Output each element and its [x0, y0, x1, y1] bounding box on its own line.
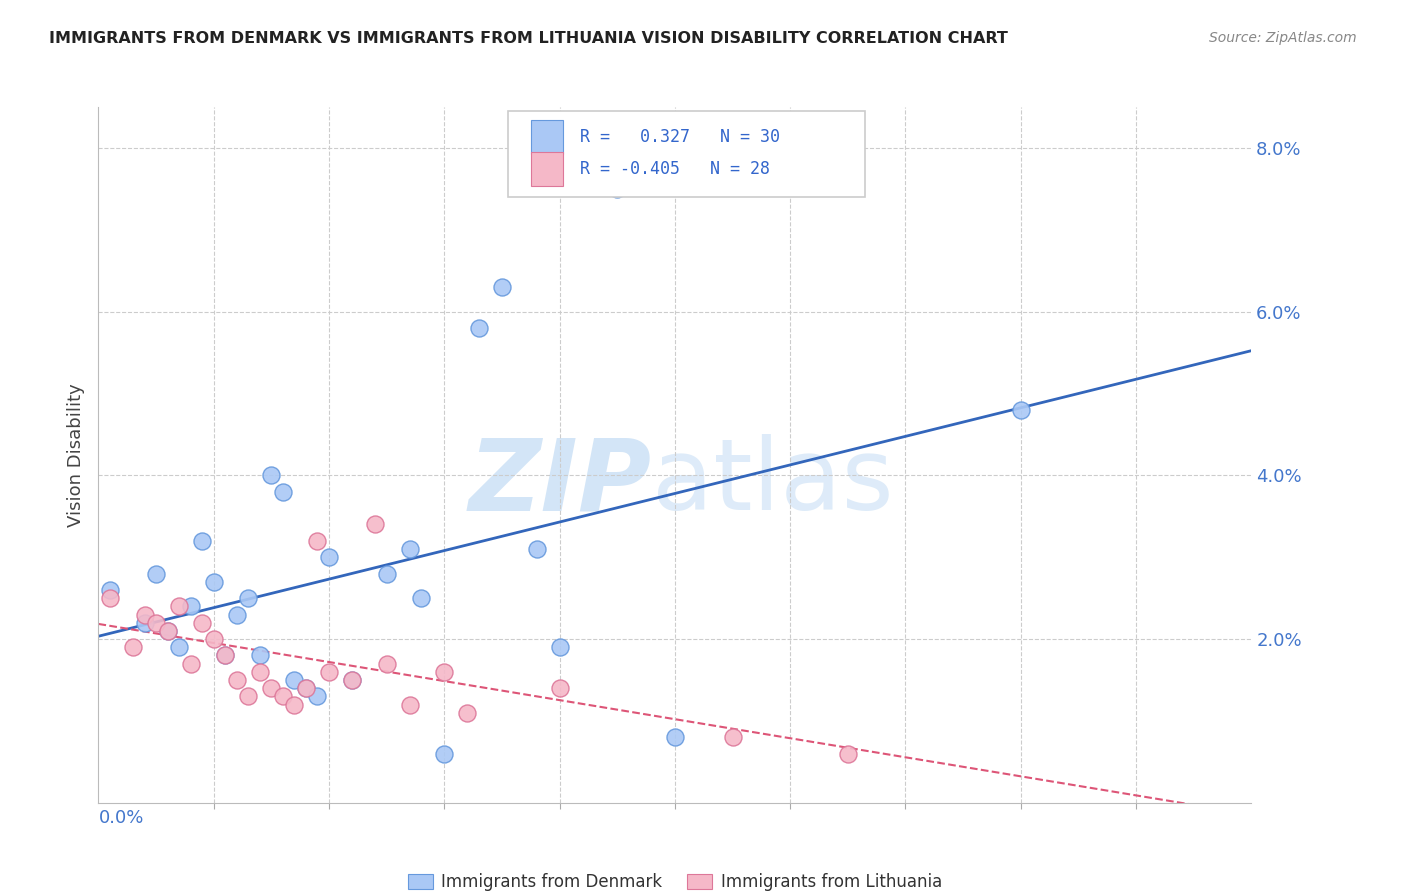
FancyBboxPatch shape: [531, 120, 562, 153]
Point: [271, 484, 294, 499]
Point: [340, 673, 363, 687]
Point: [156, 624, 179, 638]
Point: [122, 640, 145, 655]
Point: [225, 673, 247, 687]
Point: [202, 632, 225, 646]
Point: [145, 615, 167, 630]
Point: [260, 468, 283, 483]
Point: [491, 280, 513, 294]
Point: [134, 607, 156, 622]
Point: [156, 624, 179, 638]
Point: [283, 698, 305, 712]
Point: [456, 706, 478, 720]
Point: [214, 648, 236, 663]
Point: [180, 657, 202, 671]
Point: [98, 582, 121, 597]
FancyBboxPatch shape: [531, 153, 562, 186]
Point: [271, 690, 294, 704]
Legend: Immigrants from Denmark, Immigrants from Lithuania: Immigrants from Denmark, Immigrants from…: [401, 867, 949, 892]
Point: [548, 681, 571, 696]
Y-axis label: Vision Disability: Vision Disability: [66, 383, 84, 527]
Point: [238, 591, 260, 606]
Point: [225, 607, 247, 622]
Point: [526, 542, 548, 557]
Text: atlas: atlas: [652, 434, 893, 532]
Text: IMMIGRANTS FROM DENMARK VS IMMIGRANTS FROM LITHUANIA VISION DISABILITY CORRELATI: IMMIGRANTS FROM DENMARK VS IMMIGRANTS FR…: [49, 31, 1008, 46]
FancyBboxPatch shape: [508, 111, 865, 197]
Point: [191, 615, 214, 630]
Point: [664, 731, 686, 745]
Point: [167, 599, 190, 614]
Point: [214, 648, 236, 663]
Point: [202, 574, 225, 589]
Text: R = -0.405   N = 28: R = -0.405 N = 28: [581, 160, 770, 178]
Point: [134, 615, 156, 630]
Text: Source: ZipAtlas.com: Source: ZipAtlas.com: [1209, 31, 1357, 45]
Point: [398, 698, 420, 712]
Point: [260, 681, 283, 696]
Point: [1010, 403, 1032, 417]
Point: [606, 182, 628, 196]
Point: [98, 591, 121, 606]
Point: [468, 321, 491, 335]
Point: [721, 731, 744, 745]
Point: [364, 517, 387, 532]
Point: [433, 747, 456, 761]
Point: [238, 690, 260, 704]
Point: [375, 657, 398, 671]
Point: [295, 681, 318, 696]
Point: [167, 640, 190, 655]
Point: [340, 673, 363, 687]
Point: [191, 533, 214, 548]
Point: [307, 690, 329, 704]
Point: [295, 681, 318, 696]
Point: [411, 591, 433, 606]
Point: [548, 640, 571, 655]
Point: [398, 542, 420, 557]
Point: [283, 673, 305, 687]
Point: [433, 665, 456, 679]
Point: [145, 566, 167, 581]
Point: [249, 665, 271, 679]
Point: [307, 533, 329, 548]
Point: [375, 566, 398, 581]
Point: [180, 599, 202, 614]
Text: R =   0.327   N = 30: R = 0.327 N = 30: [581, 128, 780, 146]
Point: [249, 648, 271, 663]
Point: [837, 747, 859, 761]
Point: [318, 665, 340, 679]
Point: [318, 550, 340, 565]
Text: 0.0%: 0.0%: [98, 809, 143, 827]
Text: ZIP: ZIP: [468, 434, 652, 532]
